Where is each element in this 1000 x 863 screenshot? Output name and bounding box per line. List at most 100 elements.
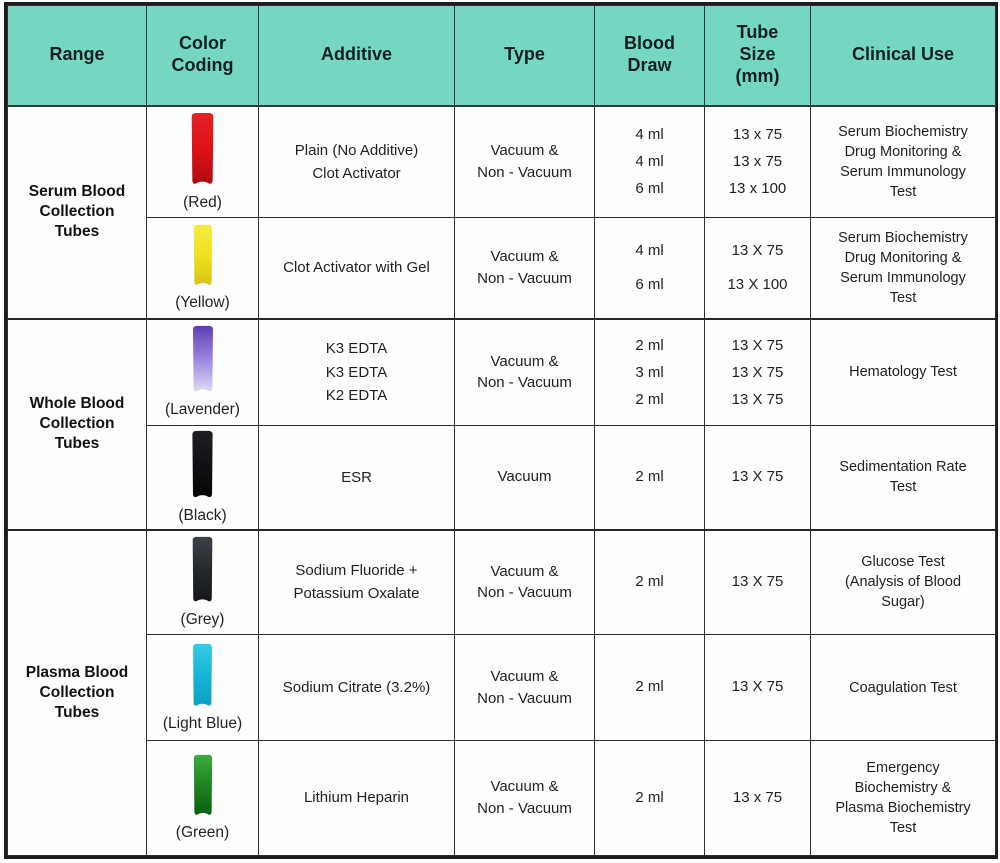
- column-header-clinical-use: Clinical Use: [810, 5, 996, 107]
- type-cell: Vacuum & Non - Vacuum: [454, 634, 595, 741]
- clinical-use-cell: Serum Biochemistry Drug Monitoring & Ser…: [810, 105, 996, 218]
- blood-draw-value: 2 ml: [635, 390, 664, 408]
- tube-size-value: 13 X 75: [731, 336, 784, 354]
- tube-size-cell: 13 x 75 13 x 75 13 x 100: [704, 105, 811, 218]
- range-group-whole-blood: Whole Blood Collection Tubes: [7, 317, 147, 530]
- tube-color-cell: (Black): [146, 425, 259, 530]
- tube-color-cell: (Green): [146, 740, 259, 856]
- column-header-tube-size: Tube Size (mm): [704, 5, 811, 107]
- type-cell: Vacuum & Non - Vacuum: [454, 317, 595, 426]
- tube-size-cell: 13 X 75 13 X 100: [704, 217, 811, 319]
- additive-cell: Clot Activator with Gel: [258, 217, 455, 319]
- tube-size-value: 13 x 75: [732, 153, 783, 171]
- column-header-additive: Additive: [258, 5, 455, 107]
- tube-cap-icon-grey: [192, 536, 213, 602]
- blood-draw-cell: 2 ml: [594, 528, 705, 635]
- blood-draw-value: 4 ml: [635, 153, 664, 171]
- blood-draw-cell: 2 ml: [594, 425, 705, 530]
- blood-draw-cell: 2 ml: [594, 740, 705, 856]
- blood-draw-cell: 2 ml 3 ml 2 ml: [594, 317, 705, 426]
- blood-draw-value: 4 ml: [635, 241, 664, 259]
- tube-color-label: (Yellow): [175, 293, 230, 311]
- additive-cell: Sodium Fluoride + Potassium Oxalate: [258, 528, 455, 635]
- table-row-black: (Black) ESR Vacuum 2 ml 13 X 75 Sediment…: [8, 425, 996, 530]
- blood-draw-value: 2 ml: [635, 336, 664, 354]
- additive-cell: ESR: [258, 425, 455, 530]
- tube-size-cell: 13 x 75: [704, 740, 811, 856]
- range-group-plasma: Plasma Blood Collection Tubes: [7, 528, 147, 856]
- tube-size-value: 13 X 75: [731, 390, 784, 408]
- type-cell: Vacuum & Non - Vacuum: [454, 528, 595, 635]
- table-row-light-blue: (Light Blue) Sodium Citrate (3.2%) Vacuu…: [8, 634, 996, 741]
- additive-cell: Plain (No Additive) Clot Activator: [258, 105, 455, 218]
- clinical-use-cell: Glucose Test (Analysis of Blood Sugar): [810, 528, 996, 635]
- type-cell: Vacuum: [454, 425, 595, 530]
- header-row: Range Color Coding Additive Type Blood D…: [7, 5, 996, 107]
- blood-draw-value: 6 ml: [635, 180, 664, 198]
- clinical-use-cell: Sedimentation Rate Test: [810, 425, 996, 530]
- tube-color-cell: (Grey): [146, 528, 259, 635]
- tube-color-cell: (Yellow): [146, 217, 259, 319]
- range-group-serum: Serum Blood Collection Tubes: [7, 105, 147, 319]
- tube-size-value: 13 X 75: [731, 241, 784, 259]
- tube-color-label: (Light Blue): [162, 714, 243, 732]
- tube-color-cell: (Light Blue): [146, 634, 259, 741]
- blood-draw-cell: 4 ml 6 ml: [594, 217, 705, 319]
- tube-size-value: 13 X 75: [731, 468, 784, 486]
- clinical-use-cell: Serum Biochemistry Drug Monitoring & Ser…: [810, 217, 996, 319]
- type-cell: Vacuum & Non - Vacuum: [454, 740, 595, 856]
- tube-size-value: 13 X 75: [731, 363, 784, 381]
- column-header-color-coding: Color Coding: [146, 5, 259, 107]
- type-cell: Vacuum & Non - Vacuum: [454, 105, 595, 218]
- column-header-range: Range: [7, 5, 147, 107]
- tube-color-label: (Green): [175, 824, 230, 841]
- tube-size-value: 13 X 100: [727, 275, 788, 293]
- additive-cell: Lithium Heparin: [258, 740, 455, 856]
- tube-color-label: (Red): [183, 193, 222, 211]
- tube-cap-icon-lavender: [192, 326, 213, 392]
- blood-draw-cell: 2 ml: [594, 634, 705, 741]
- tube-cap-icon-yellow: [193, 224, 212, 285]
- tube-size-value: 13 X 75: [731, 678, 784, 696]
- blood-draw-value: 2 ml: [635, 573, 664, 591]
- tube-cap-icon-red: [191, 112, 214, 184]
- table-row-lavender: Whole Blood Collection Tubes (Lavender) …: [7, 317, 996, 530]
- clinical-use-cell: Emergency Biochemistry & Plasma Biochemi…: [810, 740, 996, 856]
- tube-size-value: 13 x 75: [732, 126, 783, 144]
- tube-table: Range Color Coding Additive Type Blood D…: [7, 5, 996, 856]
- tube-color-label: (Black): [178, 506, 227, 524]
- tube-size-value: 13 x 75: [732, 788, 783, 806]
- tube-color-label: (Grey): [180, 610, 225, 628]
- tube-color-label: (Lavender): [165, 401, 240, 419]
- additive-cell: Sodium Citrate (3.2%): [258, 634, 455, 741]
- blood-draw-value: 3 ml: [635, 363, 664, 381]
- table-row-red: Serum Blood Collection Tubes (Red) Plain…: [7, 105, 996, 319]
- tube-size-cell: 13 X 75: [704, 425, 811, 530]
- column-header-blood-draw: Blood Draw: [594, 5, 705, 107]
- blood-draw-cell: 4 ml 4 ml 6 ml: [594, 105, 705, 218]
- tube-color-cell: (Lavender): [146, 317, 259, 426]
- table-row-grey: Plasma Blood Collection Tubes (Grey) Sod…: [7, 528, 996, 856]
- additive-cell: K3 EDTA K3 EDTA K2 EDTA: [258, 317, 455, 426]
- clinical-use-cell: Coagulation Test: [810, 634, 996, 741]
- tube-size-value: 13 X 75: [731, 573, 784, 591]
- blood-draw-value: 2 ml: [635, 468, 664, 486]
- tube-cap-icon-light-blue: [193, 643, 212, 706]
- tube-size-value: 13 x 100: [728, 180, 787, 198]
- type-cell: Vacuum & Non - Vacuum: [454, 217, 595, 319]
- blood-collection-tube-table: Range Color Coding Additive Type Blood D…: [4, 2, 998, 859]
- clinical-use-cell: Hematology Test: [810, 317, 996, 426]
- blood-draw-value: 2 ml: [635, 788, 664, 806]
- tube-cap-icon-green: [193, 754, 212, 815]
- tube-size-cell: 13 X 75: [704, 634, 811, 741]
- tube-size-cell: 13 X 75 13 X 75 13 X 75: [704, 317, 811, 426]
- tube-size-cell: 13 X 75: [704, 528, 811, 635]
- blood-draw-value: 6 ml: [635, 275, 664, 293]
- table-row-yellow: (Yellow) Clot Activator with Gel Vacuum …: [8, 217, 996, 319]
- column-header-type: Type: [454, 5, 595, 107]
- blood-draw-value: 4 ml: [635, 126, 664, 144]
- tube-color-cell: (Red): [146, 105, 259, 218]
- table-row-green: (Green) Lithium Heparin Vacuum & Non - V…: [8, 740, 996, 856]
- tube-cap-icon-black: [192, 430, 213, 497]
- blood-draw-value: 2 ml: [635, 678, 664, 696]
